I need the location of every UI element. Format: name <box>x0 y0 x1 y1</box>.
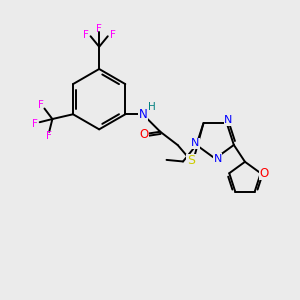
Text: S: S <box>187 154 195 167</box>
Text: F: F <box>83 30 89 40</box>
Text: N: N <box>138 108 147 121</box>
Text: F: F <box>46 130 52 140</box>
Text: N: N <box>224 116 232 125</box>
Text: F: F <box>96 24 102 34</box>
Text: N: N <box>214 154 222 164</box>
Text: F: F <box>38 100 44 110</box>
Text: F: F <box>110 30 116 40</box>
Text: F: F <box>32 119 38 129</box>
Text: N: N <box>190 138 199 148</box>
Text: H: H <box>148 102 155 112</box>
Text: O: O <box>139 128 148 141</box>
Text: O: O <box>260 167 269 180</box>
